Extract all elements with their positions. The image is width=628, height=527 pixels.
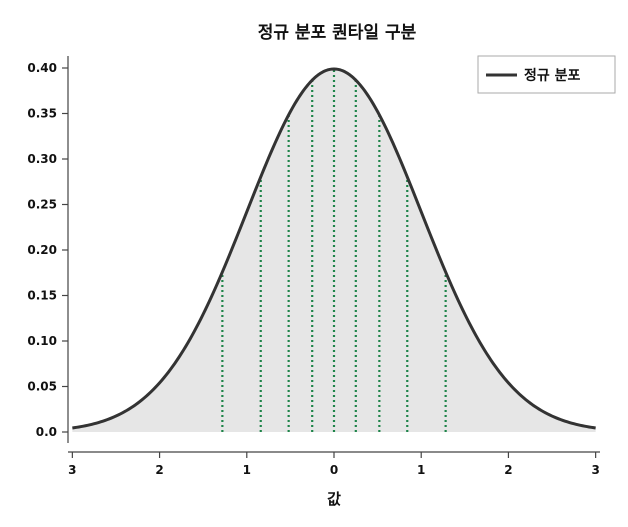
plot-area: [72, 67, 596, 433]
y-tick-label: 0.10: [27, 334, 57, 348]
y-tick-label: 0.30: [27, 152, 57, 166]
x-tick-label: 3: [591, 463, 599, 477]
quantile-lines: [221, 68, 447, 432]
x-tick-label: 0: [330, 463, 338, 477]
y-tick-label: 0.0: [36, 425, 57, 439]
legend-label: 정규 분포: [524, 67, 581, 84]
x-tick-label: 1: [243, 463, 251, 477]
y-tick-label: 0.20: [27, 243, 57, 257]
x-ticks: 3 2 1 0 1 2 3: [68, 452, 600, 477]
legend: 정규 분포: [477, 55, 616, 94]
x-tick-label: 2: [155, 463, 163, 477]
x-tick-label: 3: [68, 463, 76, 477]
x-axis-label: 값: [327, 490, 341, 508]
x-tick-label: 2: [504, 463, 512, 477]
y-tick-label: 0.25: [27, 198, 57, 212]
axes: 0.0 0.05 0.10 0.15 0.20 0.25 0.30 0.35 0.40 3 2 1 0…: [27, 56, 600, 477]
chart-title: 정규 분포 퀀타일 구분: [258, 22, 417, 43]
y-tick-label: 0.35: [27, 107, 57, 121]
x-tick-label: 1: [417, 463, 425, 477]
y-ticks: 0.0 0.05 0.10 0.15 0.20 0.25 0.30 0.35 0.40: [27, 61, 68, 439]
y-tick-label: 0.05: [27, 380, 57, 394]
y-tick-label: 0.15: [27, 289, 57, 303]
y-tick-label: 0.40: [27, 61, 57, 75]
series-line-normal: [72, 67, 596, 430]
